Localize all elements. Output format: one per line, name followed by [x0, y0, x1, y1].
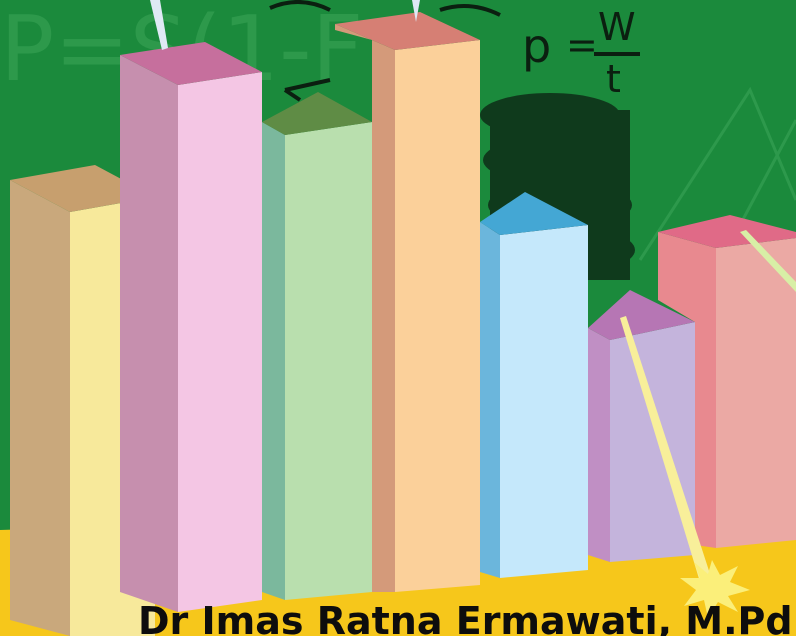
bar-pink — [120, 42, 262, 612]
bar-blue — [480, 192, 588, 578]
formula-equals: = — [566, 23, 598, 67]
formula-numerator: W — [598, 5, 636, 49]
cover: P=S(1-F p = W t — [0, 0, 796, 636]
bar-green — [262, 92, 372, 600]
bar-lavender — [588, 290, 695, 562]
formula-lhs: p — [522, 19, 551, 73]
formula-denominator: t — [606, 57, 621, 101]
author-name: Dr Imas Ratna Ermawati, M.Pd — [138, 599, 793, 636]
